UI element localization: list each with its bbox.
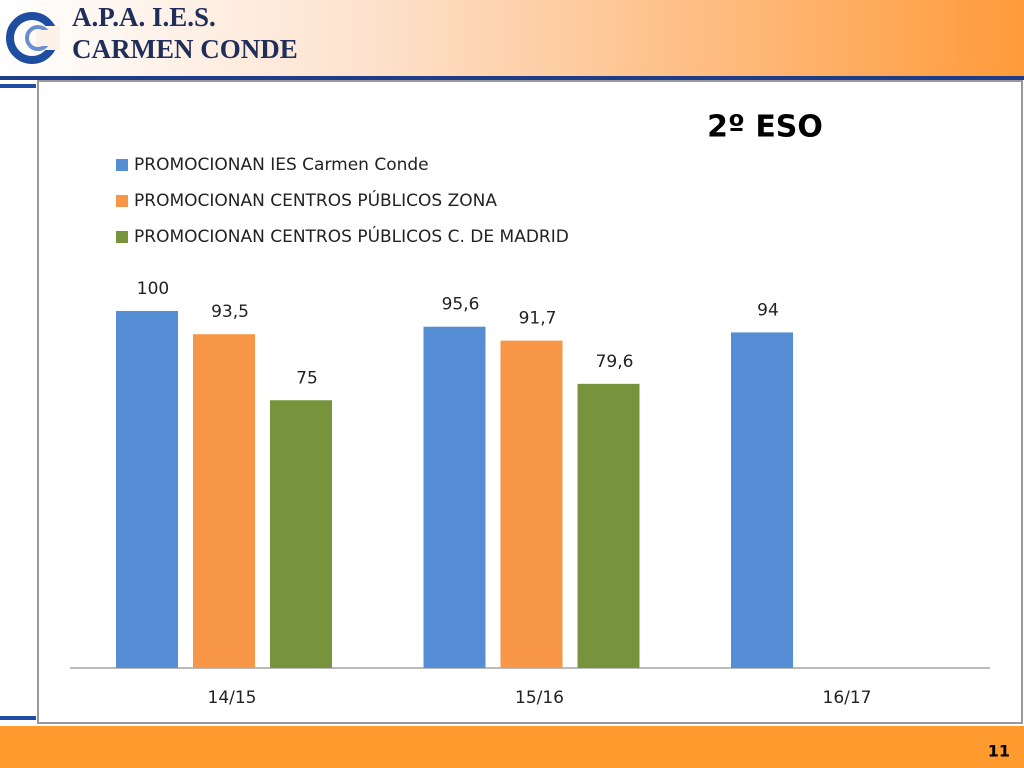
bar bbox=[500, 340, 563, 668]
data-label: 93,5 bbox=[211, 302, 249, 322]
legend-swatch bbox=[116, 195, 128, 207]
bar bbox=[577, 383, 640, 668]
data-label: 100 bbox=[137, 279, 169, 299]
data-label: 95,6 bbox=[442, 295, 480, 315]
x-tick-label: 16/17 bbox=[823, 688, 872, 708]
bar bbox=[270, 400, 332, 668]
bar bbox=[116, 311, 178, 668]
legend-label: PROMOCIONAN CENTROS PÚBLICOS C. DE MADRI… bbox=[134, 225, 569, 247]
bar bbox=[731, 332, 793, 668]
data-label: 94 bbox=[757, 300, 779, 320]
footer-band bbox=[0, 726, 1024, 768]
chart-title: 2º ESO bbox=[707, 110, 823, 145]
data-label: 91,7 bbox=[519, 309, 557, 329]
data-label: 79,6 bbox=[596, 352, 634, 372]
legend-label: PROMOCIONAN CENTROS PÚBLICOS ZONA bbox=[134, 189, 497, 211]
x-tick-label: 14/15 bbox=[208, 688, 257, 708]
legend-swatch bbox=[116, 231, 128, 243]
header-line2: CARMEN CONDE bbox=[72, 34, 298, 64]
left-strip bbox=[0, 716, 36, 720]
left-strip bbox=[0, 84, 36, 88]
x-tick-label: 15/16 bbox=[515, 688, 564, 708]
bar bbox=[193, 334, 255, 668]
legend-label: PROMOCIONAN IES Carmen Conde bbox=[134, 155, 429, 175]
page-number: 11 bbox=[988, 742, 1010, 761]
legend-swatch bbox=[116, 159, 128, 171]
header-rule bbox=[0, 76, 1024, 80]
data-label: 75 bbox=[296, 368, 318, 388]
header-line1: A.P.A. I.E.S. bbox=[72, 2, 216, 32]
logo bbox=[6, 12, 60, 64]
bar bbox=[423, 326, 486, 668]
header-band bbox=[0, 0, 1024, 76]
